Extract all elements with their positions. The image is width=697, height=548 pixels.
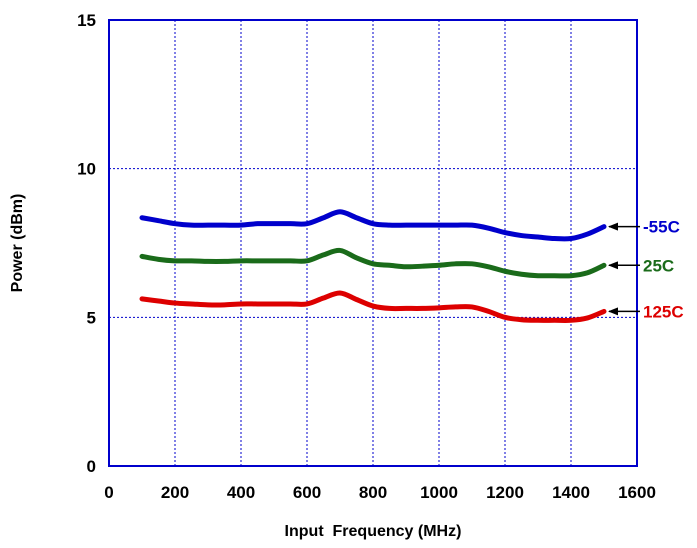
x-tick-label: 1400 [552,483,590,502]
grid-lines [109,20,637,466]
y-tick-label: 0 [87,457,96,476]
series-lines [139,209,607,323]
x-tick-label: 800 [359,483,387,502]
x-tick-label: 1600 [618,483,656,502]
series-line-25C [139,247,607,279]
series-line--55C [139,209,607,242]
y-axis-label: Power (dBm) [9,194,26,293]
x-axis-label: Input Frequency (MHz) [285,523,462,540]
x-tick-label: 1200 [486,483,524,502]
y-tick-label: 5 [87,308,96,327]
series-line-125C [139,290,607,323]
x-tick-label: 400 [227,483,255,502]
tick-labels: 0 200 400 600 800 1000 1200 1400 1600 0 5 10 15 [77,11,656,502]
x-tick-label: 200 [161,483,189,502]
plot-frame [108,19,638,467]
x-tick-label: 0 [104,483,113,502]
series-label: -55C [643,218,680,237]
x-tick-label: 1000 [420,483,458,502]
series-label: 25C [643,256,674,275]
x-tick-label: 600 [293,483,321,502]
y-tick-label: 15 [77,11,96,30]
y-tick-label: 10 [77,160,96,179]
series-annotations: -55C 25C 125C [608,218,684,321]
series-label: 125C [643,302,684,321]
